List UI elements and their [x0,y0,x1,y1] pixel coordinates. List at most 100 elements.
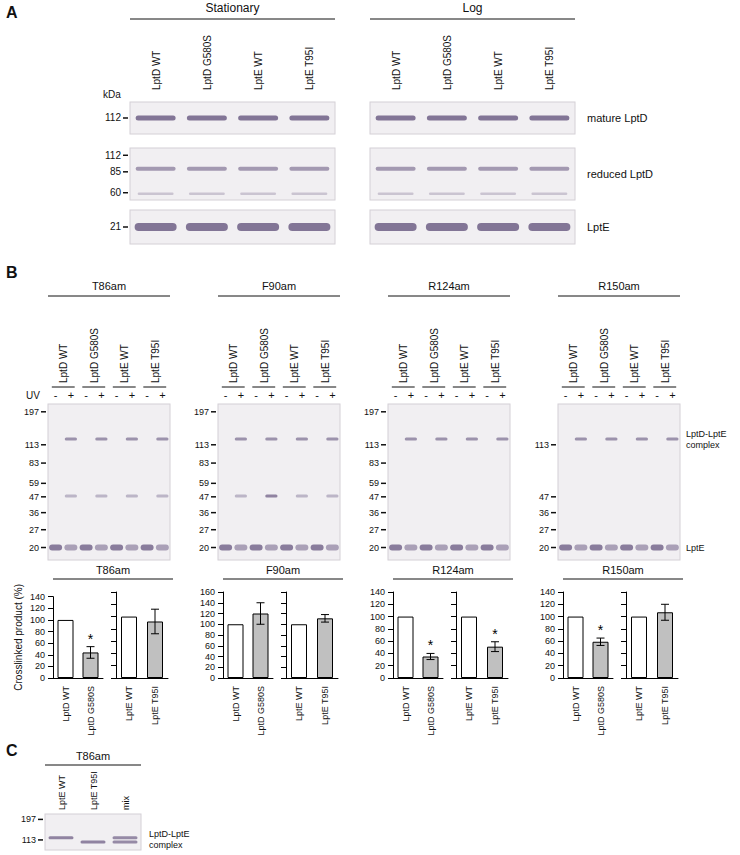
svg-text:40: 40 [545,648,555,658]
svg-text:120: 120 [370,599,385,609]
svg-text:0: 0 [210,673,215,683]
svg-text:+: + [438,389,444,401]
svg-text:112: 112 [105,112,121,123]
svg-text:R150am: R150am [602,564,644,576]
svg-text:+: + [469,389,475,401]
svg-text:113: 113 [535,440,549,450]
svg-text:mature LptD: mature LptD [587,112,648,124]
svg-text:LptE T95I: LptE T95I [89,771,99,810]
svg-text:*: * [428,637,434,653]
svg-text:36: 36 [29,508,39,518]
svg-text:LptE WT: LptE WT [634,686,644,722]
svg-text:100: 100 [30,615,45,625]
svg-text:LptD G580S: LptD G580S [442,35,453,90]
svg-text:36: 36 [199,508,209,518]
svg-text:LptE WT: LptE WT [459,344,470,383]
svg-text:113: 113 [25,440,39,450]
svg-text:47: 47 [369,492,379,502]
svg-text:20: 20 [539,543,549,553]
svg-text:LptD WT: LptD WT [391,51,402,90]
svg-text:LptD WT: LptD WT [571,686,581,722]
svg-text:LptD G580S: LptD G580S [429,328,440,383]
svg-text:LptE WT: LptE WT [629,344,640,383]
svg-text:F90am: F90am [266,564,300,576]
svg-text:60: 60 [205,641,215,651]
svg-text:120: 120 [30,603,45,613]
svg-text:LptE WT: LptE WT [57,774,67,810]
svg-text:LptD-LptEcomplex: LptD-LptEcomplex [686,429,727,450]
svg-text:-: - [394,389,398,401]
svg-text:27: 27 [29,525,39,535]
svg-text:100: 100 [370,612,385,622]
svg-text:120: 120 [200,609,215,619]
svg-text:LptE T95I: LptE T95I [304,47,315,90]
svg-text:+: + [669,389,675,401]
svg-text:LptE WT: LptE WT [119,344,130,383]
svg-text:B: B [6,264,18,281]
svg-text:197: 197 [364,407,379,417]
svg-text:+: + [578,389,584,401]
svg-text:LptD WT: LptD WT [228,344,239,383]
svg-text:-: - [564,389,568,401]
svg-text:20: 20 [199,543,209,553]
svg-text:LptE: LptE [587,221,610,233]
svg-text:LptE T95I: LptE T95I [544,47,555,90]
svg-text:113: 113 [365,440,379,450]
svg-text:LptE T95I: LptE T95I [320,340,331,383]
svg-text:80: 80 [205,630,215,640]
svg-text:LptD-LptEcomplex: LptD-LptEcomplex [149,829,190,850]
svg-text:85: 85 [110,166,122,177]
svg-text:+: + [238,389,244,401]
svg-text:-: - [455,389,459,401]
svg-text:Crosslinked product (%): Crosslinked product (%) [13,584,24,691]
svg-text:Stationary: Stationary [205,1,259,15]
svg-text:reduced LptD: reduced LptD [587,168,653,180]
svg-text:+: + [268,389,274,401]
svg-text:C: C [6,742,18,759]
svg-text:-: - [625,389,629,401]
svg-text:LptE T95I: LptE T95I [660,686,670,725]
svg-text:LptE WT: LptE WT [253,51,264,90]
svg-text:kDa: kDa [103,89,121,100]
svg-text:60: 60 [375,636,385,646]
svg-text:T86am: T86am [96,564,130,576]
svg-text:UV: UV [26,390,40,401]
svg-text:LptD G580S: LptD G580S [202,35,213,90]
svg-text:-: - [485,389,489,401]
svg-text:LptD G580S: LptD G580S [256,686,266,736]
svg-text:LptE: LptE [686,543,705,553]
svg-text:LptD G580S: LptD G580S [596,686,606,736]
svg-text:LptD G580S: LptD G580S [259,328,270,383]
svg-text:47: 47 [29,492,39,502]
svg-text:LptD G580S: LptD G580S [599,328,610,383]
svg-text:-: - [285,389,289,401]
svg-text:0: 0 [550,673,555,683]
svg-text:-: - [315,389,319,401]
svg-text:LptD WT: LptD WT [401,686,411,722]
svg-text:LptE WT: LptE WT [464,686,474,722]
svg-text:120: 120 [540,599,555,609]
svg-text:83: 83 [369,458,379,468]
svg-text:-: - [84,389,88,401]
svg-text:LptE T95I: LptE T95I [320,686,330,725]
svg-text:-: - [655,389,659,401]
svg-text:+: + [299,389,305,401]
svg-text:LptD G580S: LptD G580S [86,686,96,736]
svg-text:LptE T95I: LptE T95I [150,340,161,383]
svg-text:LptE T95I: LptE T95I [660,340,671,383]
svg-text:59: 59 [369,478,379,488]
svg-text:36: 36 [539,508,549,518]
svg-text:197: 197 [21,814,36,824]
svg-text:113: 113 [195,440,209,450]
svg-text:27: 27 [199,525,209,535]
svg-text:160: 160 [200,587,215,597]
svg-text:60: 60 [110,187,122,198]
svg-text:20: 20 [545,661,555,671]
svg-text:*: * [88,631,94,647]
svg-text:+: + [408,389,414,401]
svg-text:40: 40 [35,650,45,660]
svg-text:LptE WT: LptE WT [124,686,134,722]
svg-text:+: + [159,389,165,401]
svg-text:LptE WT: LptE WT [294,686,304,722]
svg-text:0: 0 [380,673,385,683]
